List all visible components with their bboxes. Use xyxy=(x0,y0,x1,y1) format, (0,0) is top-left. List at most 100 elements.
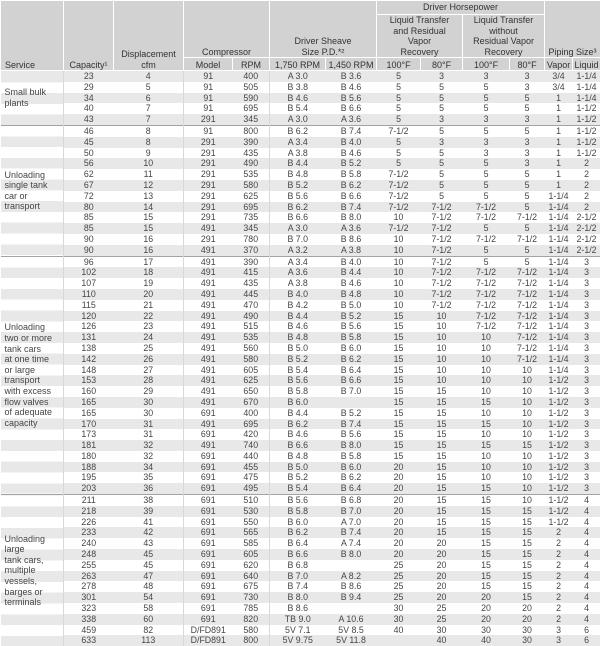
col-header-vapor: Vapor xyxy=(545,58,573,71)
cell-rpm: 695 xyxy=(233,419,270,430)
cell-capacity: 46 xyxy=(64,125,114,136)
cell-sheave-1450-rpm: A 3.8 xyxy=(326,245,377,256)
cell-rpm: 535 xyxy=(233,169,270,180)
cell-hp-with-recovery-100f: 15 xyxy=(377,354,421,365)
cell-sheave-1750-rpm: B 4.8 xyxy=(270,169,326,180)
cell-rpm: 445 xyxy=(233,289,270,300)
cell-sheave-1450-rpm: A 3.6 xyxy=(326,223,377,234)
cell-capacity: 170 xyxy=(64,419,114,430)
cell-piping-liquid: 4 xyxy=(573,549,600,560)
cell-hp-without-recovery-80f: 20 xyxy=(510,614,545,625)
col-group-driver-horsepower: Driver Horsepower xyxy=(377,1,545,15)
cell-hp-with-recovery-100f: 10 xyxy=(377,256,421,267)
cell-hp-with-recovery-100f: 7-1/2 xyxy=(377,169,421,180)
cell-piping-vapor: 2 xyxy=(545,571,573,582)
cell-hp-with-recovery-80f: 10 xyxy=(421,375,463,386)
cell-sheave-1750-rpm: B 6.2 xyxy=(270,527,326,538)
cell-piping-liquid: 3 xyxy=(573,440,600,451)
cell-hp-with-recovery-80f: 25 xyxy=(421,614,463,625)
cell-hp-with-recovery-100f: 25 xyxy=(377,571,421,582)
cell-model: 691 xyxy=(184,549,233,560)
cell-hp-with-recovery-100f: 20 xyxy=(377,517,421,528)
cell-displacement-cfm: 6 xyxy=(114,93,184,104)
cell-sheave-1450-rpm: B 5.2 xyxy=(326,408,377,419)
cell-piping-liquid: 4 xyxy=(573,495,600,506)
cell-rpm: 535 xyxy=(233,332,270,343)
cell-displacement-cfm: 17 xyxy=(114,256,184,267)
cell-hp-without-recovery-100f: 7-1/2 xyxy=(463,212,510,223)
cell-piping-liquid: 4 xyxy=(573,560,600,571)
cell-hp-with-recovery-80f: 7-1/2 xyxy=(421,202,463,213)
cell-rpm: 530 xyxy=(233,506,270,517)
cell-capacity: 160 xyxy=(64,386,114,397)
cell-sheave-1450-rpm: A 7.0 xyxy=(326,517,377,528)
cell-sheave-1750-rpm: TB 9.0 xyxy=(270,614,326,625)
cell-hp-without-recovery-80f: 7-1/2 xyxy=(510,354,545,365)
cell-sheave-1450-rpm: B 7.4 xyxy=(326,527,377,538)
cell-sheave-1450-rpm: B 8.0 xyxy=(326,549,377,560)
cell-model: 91 xyxy=(184,103,233,114)
cell-hp-without-recovery-100f: 5 xyxy=(463,93,510,104)
col-header-service: Service xyxy=(1,1,64,71)
cell-piping-vapor: 1-1/2 xyxy=(545,419,573,430)
cell-capacity: 226 xyxy=(64,517,114,528)
cell-hp-without-recovery-100f: 5 xyxy=(463,158,510,169)
cell-hp-with-recovery-100f: 7-1/2 xyxy=(377,202,421,213)
cell-hp-with-recovery-80f: 10 xyxy=(421,332,463,343)
cell-hp-without-recovery-100f: 15 xyxy=(463,506,510,517)
cell-hp-without-recovery-80f: 5 xyxy=(510,180,545,191)
col-group-piping-size: Piping Size³ xyxy=(545,1,600,58)
cell-capacity: 248 xyxy=(64,549,114,560)
cell-model: 491 xyxy=(184,386,233,397)
cell-hp-with-recovery-80f: 15 xyxy=(421,517,463,528)
cell-hp-with-recovery-100f: 5 xyxy=(377,114,421,125)
cell-hp-with-recovery-80f: 5 xyxy=(421,125,463,136)
cell-hp-without-recovery-100f: 15 xyxy=(463,560,510,571)
cell-hp-with-recovery-100f: 30 xyxy=(377,603,421,614)
cell-hp-with-recovery-80f: 7-1/2 xyxy=(421,234,463,245)
cell-hp-with-recovery-80f: 7-1/2 xyxy=(421,223,463,234)
cell-capacity: 120 xyxy=(64,311,114,322)
cell-displacement-cfm: 60 xyxy=(114,614,184,625)
cell-hp-with-recovery-80f: 40 xyxy=(421,635,463,646)
cell-piping-vapor: 2 xyxy=(545,592,573,603)
cell-rpm: 420 xyxy=(233,429,270,440)
cell-sheave-1450-rpm: B 8.6 xyxy=(326,581,377,592)
cell-piping-vapor: 1-1/4 xyxy=(545,321,573,332)
cell-model: 491 xyxy=(184,397,233,408)
cell-displacement-cfm: 38 xyxy=(114,495,184,506)
cell-model: 491 xyxy=(184,332,233,343)
cell-piping-liquid: 4 xyxy=(573,603,600,614)
cell-model: 691 xyxy=(184,517,233,528)
cell-hp-with-recovery-80f: 15 xyxy=(421,506,463,517)
cell-hp-without-recovery-100f: 15 xyxy=(463,483,510,494)
cell-sheave-1750-rpm: B 6.2 xyxy=(270,125,326,136)
cell-rpm: 625 xyxy=(233,191,270,202)
cell-sheave-1750-rpm: B 5.2 xyxy=(270,180,326,191)
cell-hp-with-recovery-100f: 15 xyxy=(377,375,421,386)
cell-piping-vapor: 1-1/4 xyxy=(545,300,573,311)
cell-sheave-1450-rpm: B 5.6 xyxy=(326,321,377,332)
cell-displacement-cfm: 8 xyxy=(114,125,184,136)
cell-sheave-1750-rpm: B 4.4 xyxy=(270,408,326,419)
cell-piping-vapor: 1-1/4 xyxy=(545,343,573,354)
cell-hp-without-recovery-100f: 10 xyxy=(463,408,510,419)
cell-rpm: 400 xyxy=(233,408,270,419)
cell-piping-vapor: 1-1/4 xyxy=(545,212,573,223)
table-row: Unloading large tank cars, multiple vess… xyxy=(1,495,600,506)
cell-displacement-cfm: 5 xyxy=(114,82,184,93)
cell-hp-without-recovery-80f: 10 xyxy=(510,408,545,419)
cell-rpm: 390 xyxy=(233,137,270,148)
cell-piping-liquid: 3 xyxy=(573,321,600,332)
cell-displacement-cfm: 43 xyxy=(114,538,184,549)
cell-sheave-1750-rpm: B 4.8 xyxy=(270,451,326,462)
cell-hp-without-recovery-80f: 15 xyxy=(510,560,545,571)
